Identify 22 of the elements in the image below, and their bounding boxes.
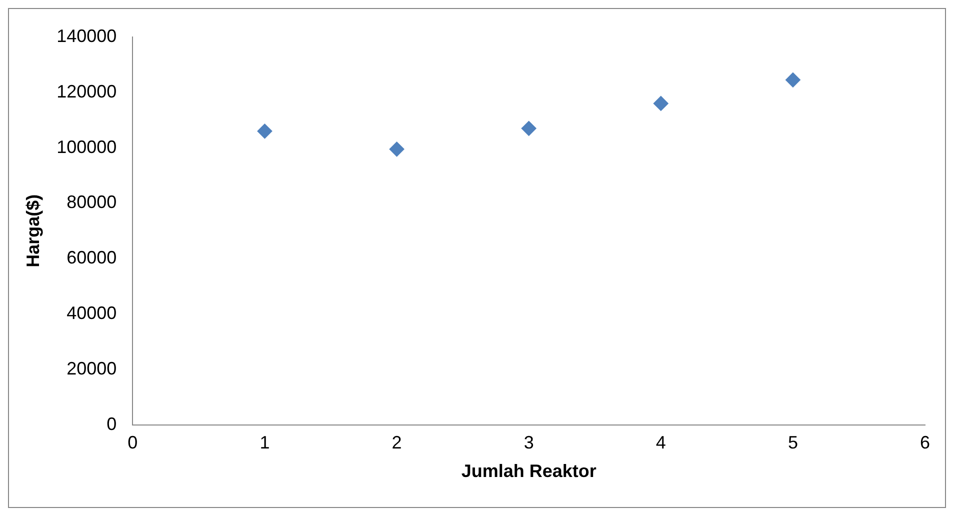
y-tick-label: 80000 bbox=[66, 192, 117, 212]
point bbox=[257, 124, 272, 139]
x-axis-title: Jumlah Reaktor bbox=[461, 461, 596, 482]
x-tick-label: 0 bbox=[128, 432, 138, 453]
point bbox=[521, 120, 536, 136]
point bbox=[389, 142, 404, 157]
x-tick-label: 1 bbox=[260, 432, 270, 453]
y-tick-label: 20000 bbox=[66, 358, 117, 378]
y-tick-label: 120000 bbox=[56, 81, 117, 102]
point bbox=[653, 96, 668, 111]
x-tick-label: 3 bbox=[524, 432, 534, 453]
y-tick-label: 60000 bbox=[66, 248, 117, 268]
x-tick-label: 6 bbox=[920, 432, 930, 453]
x-tick-label: 5 bbox=[788, 432, 798, 453]
y-tick-label: 40000 bbox=[66, 302, 117, 323]
y-tick-label: 140000 bbox=[56, 26, 117, 46]
y-tick-label: 0 bbox=[106, 414, 117, 434]
y-axis-title: Harga($) bbox=[22, 194, 43, 268]
y-tick-label: 100000 bbox=[56, 136, 117, 157]
x-tick-label: 2 bbox=[392, 432, 402, 453]
point bbox=[785, 72, 800, 88]
x-tick-label: 4 bbox=[656, 432, 666, 453]
